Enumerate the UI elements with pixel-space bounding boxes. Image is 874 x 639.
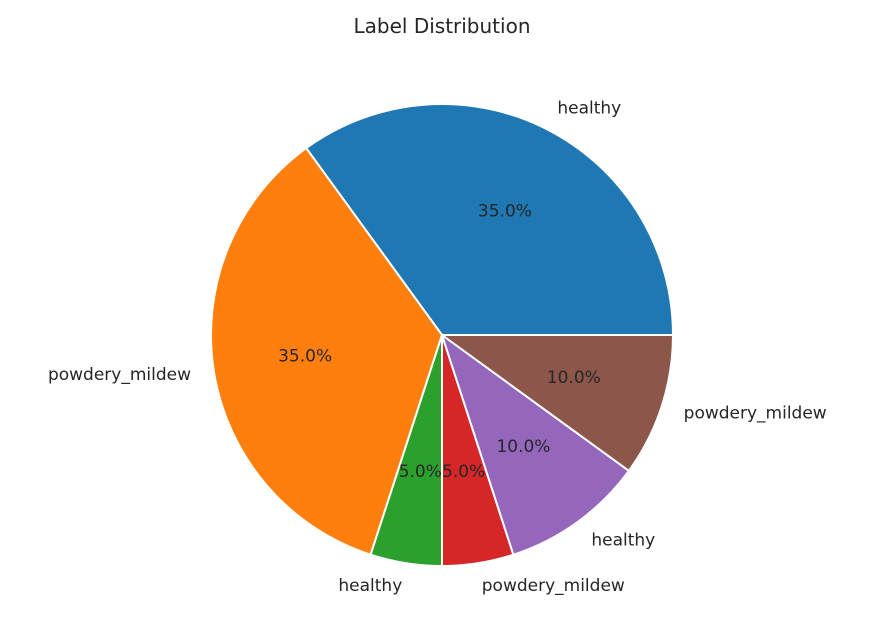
slice-label-2: healthy <box>338 576 402 596</box>
slice-percent-4: 10.0% <box>496 437 550 457</box>
slice-label-3: powdery_mildew <box>482 576 625 596</box>
slice-label-0: healthy <box>557 99 621 119</box>
pie-slices <box>210 103 674 567</box>
slice-percent-5: 10.0% <box>547 368 601 388</box>
slice-percent-0: 35.0% <box>478 202 532 222</box>
pie-slice-1 <box>210 147 443 556</box>
pie-slice-0 <box>305 103 674 336</box>
slice-percent-2: 5.0% <box>399 462 442 482</box>
pie-labels: healthy 35.0% powdery_mildew 35.0% healthy 5.… <box>48 99 827 596</box>
chart-title: Label Distribution <box>354 14 531 38</box>
slice-percent-1: 35.0% <box>278 347 332 367</box>
slice-label-5: powdery_mildew <box>684 404 827 424</box>
pie-slice-4 <box>441 334 630 556</box>
slice-label-4: healthy <box>591 531 655 551</box>
pie-slice-5 <box>441 334 674 472</box>
slice-percent-3: 5.0% <box>442 462 485 482</box>
slice-label-1: powdery_mildew <box>48 365 191 385</box>
